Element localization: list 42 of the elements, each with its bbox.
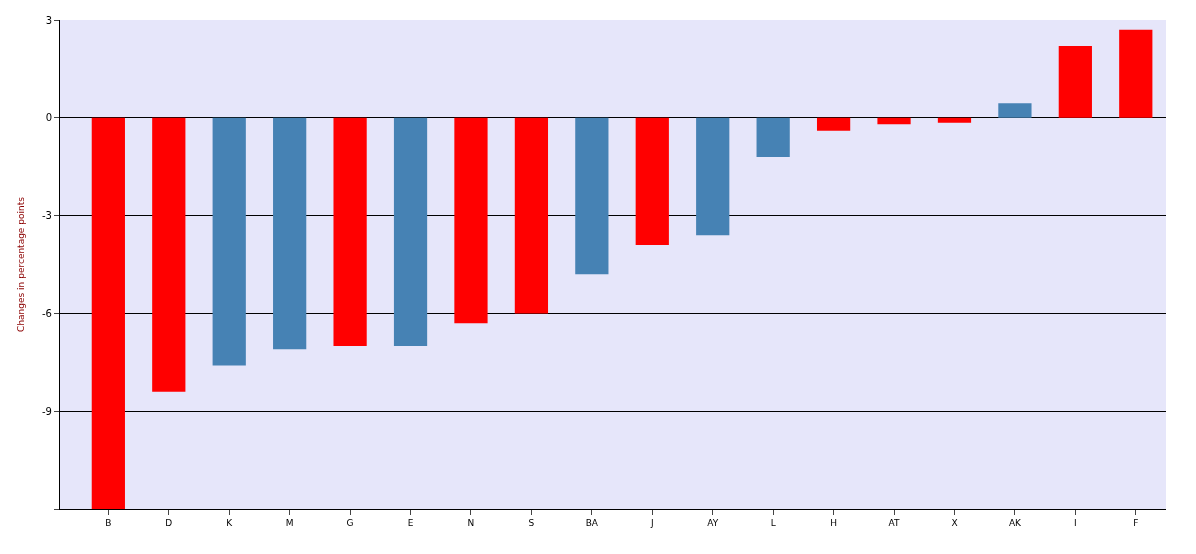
y-tick-label: 0 xyxy=(45,112,52,124)
x-tick-label: AT xyxy=(888,517,900,528)
y-tick-label: -9 xyxy=(42,405,52,417)
x-tick-label: AY xyxy=(707,517,719,528)
bar xyxy=(333,117,367,346)
bar xyxy=(91,117,125,509)
x-tick-label: F xyxy=(1133,517,1139,528)
x-tick-label: X xyxy=(951,517,958,528)
y-tick-label: -6 xyxy=(42,307,52,319)
bar xyxy=(696,117,730,236)
x-tick-label: E xyxy=(407,517,414,528)
x-tick-label: H xyxy=(830,517,837,528)
bar xyxy=(635,117,669,245)
x-tick-label: AK xyxy=(1008,517,1023,528)
bar xyxy=(756,117,790,157)
x-tick-label: I xyxy=(1074,517,1077,528)
bar xyxy=(937,117,972,123)
y-tick-label: 3 xyxy=(45,14,52,26)
bar xyxy=(212,117,246,366)
x-tick-label: J xyxy=(649,517,654,528)
x-tick-label: M xyxy=(285,517,294,528)
bar xyxy=(1119,29,1153,118)
x-tick-label: S xyxy=(528,517,535,528)
bar xyxy=(152,117,186,392)
bar xyxy=(514,117,549,314)
bar xyxy=(998,103,1032,118)
x-tick-label: L xyxy=(770,517,776,528)
x-tick-label: B xyxy=(105,517,112,528)
bar xyxy=(393,117,428,346)
y-axis-title: Changes in percentage points xyxy=(16,196,27,332)
x-tick-label: N xyxy=(467,517,475,528)
bar xyxy=(1058,46,1092,118)
x-tick-label: D xyxy=(165,517,173,528)
bar xyxy=(273,117,307,350)
bar xyxy=(575,117,609,275)
bar xyxy=(877,117,911,125)
bar xyxy=(454,117,488,324)
x-tick-label: G xyxy=(346,517,354,528)
y-tick-label: -3 xyxy=(42,210,52,222)
x-tick-label: BA xyxy=(585,517,599,528)
x-tick-label: K xyxy=(226,517,234,528)
bar xyxy=(816,117,851,131)
